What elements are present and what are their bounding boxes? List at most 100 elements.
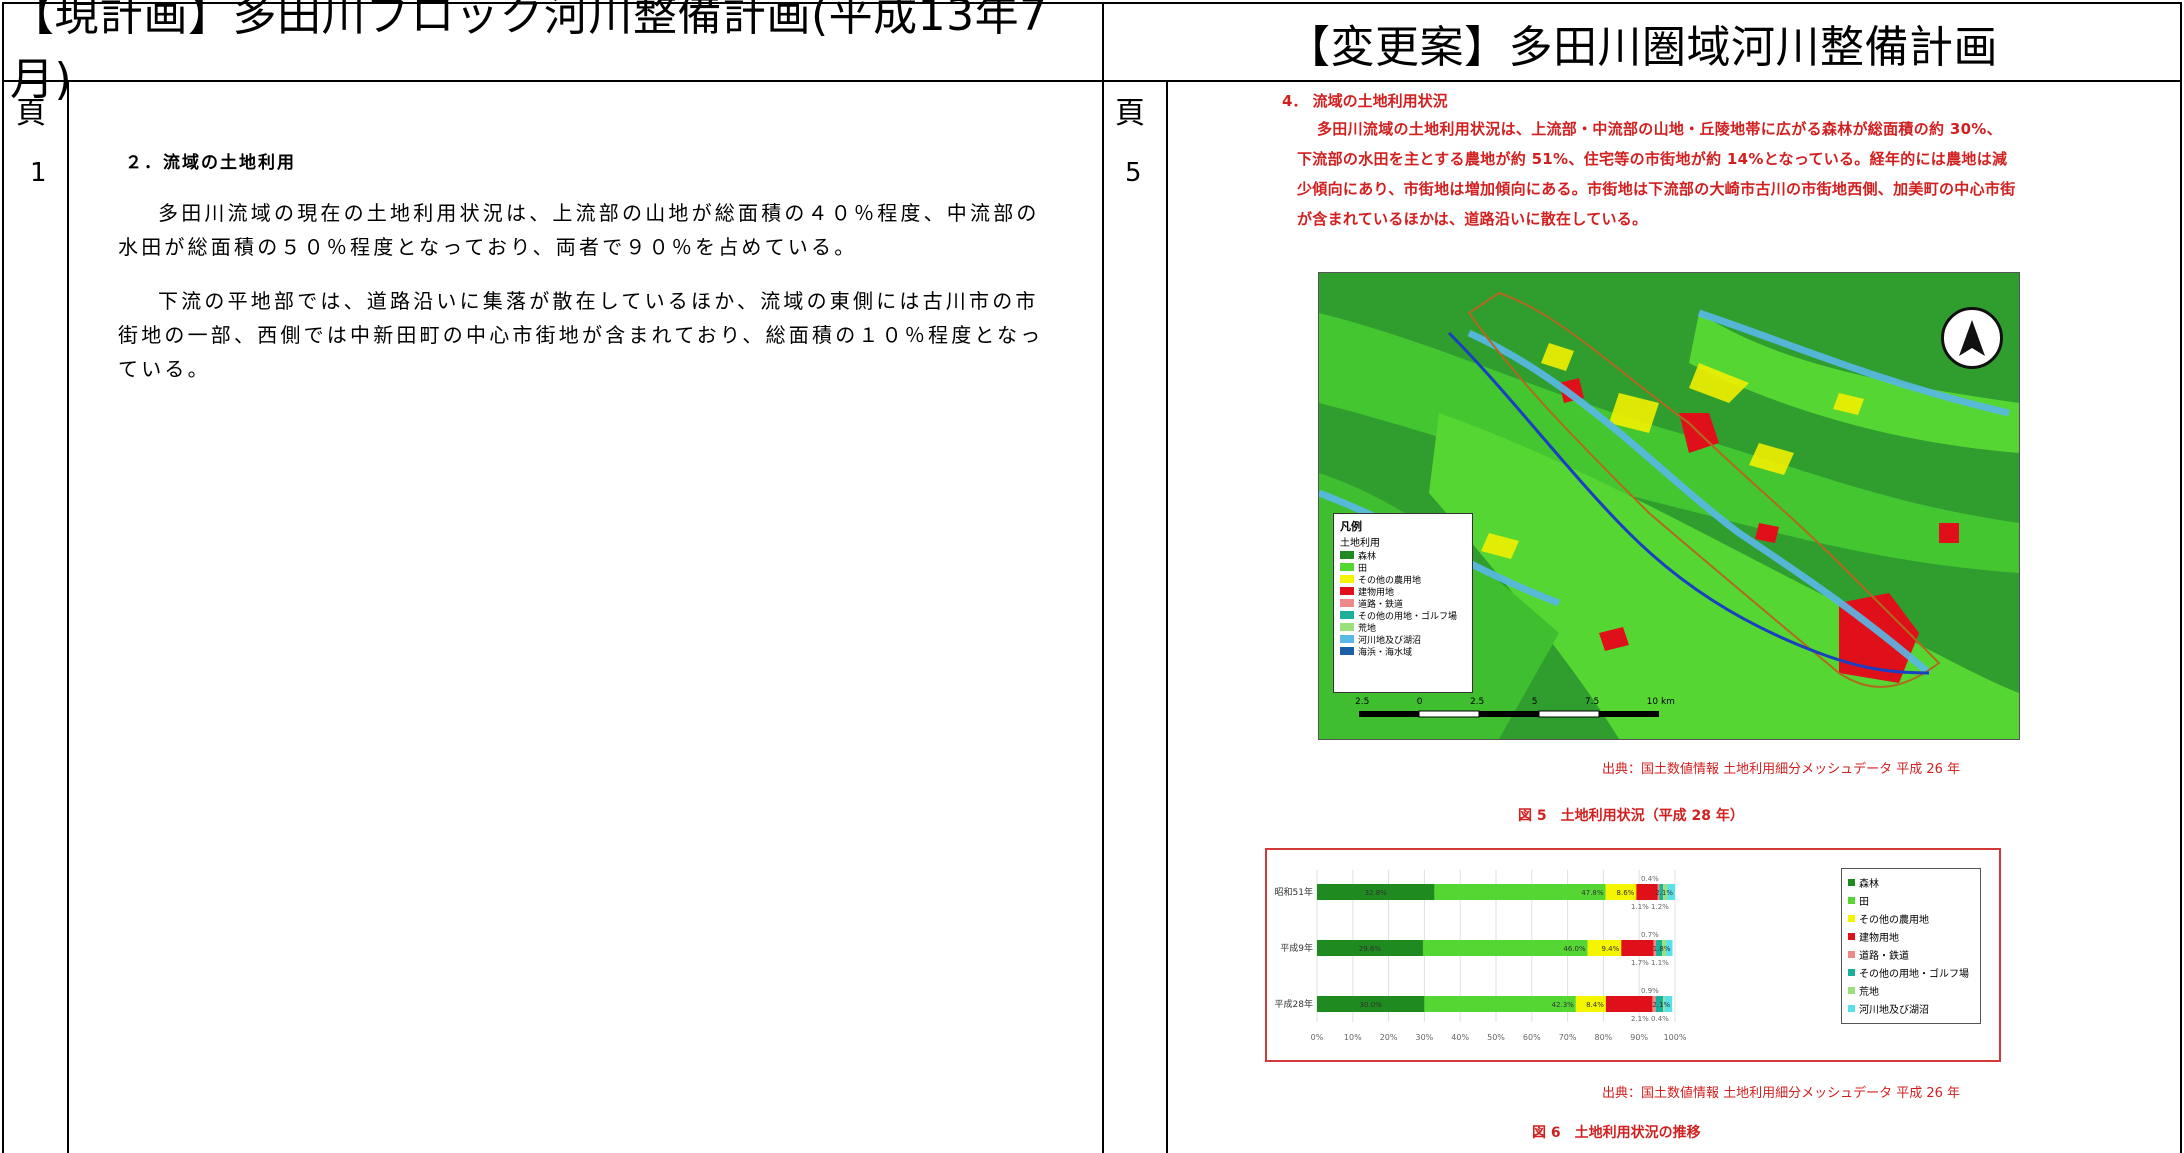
data-label: 32.8% — [1365, 889, 1388, 897]
legend-swatch — [1340, 551, 1354, 559]
map-legend-title: 凡例 — [1340, 520, 1362, 533]
scale-label: 2.5 — [1355, 697, 1370, 707]
chart-legend-item: 河川地及び湖沼 — [1848, 999, 1974, 1017]
legend-swatch — [1340, 575, 1354, 583]
chart-legend-swatch — [1848, 950, 1855, 958]
bar-segment — [1575, 996, 1606, 1012]
bar-segment — [1434, 884, 1606, 900]
data-label: 2.1% — [1652, 1001, 1670, 1009]
chart-legend-label: 道路・鉄道 — [1859, 950, 1909, 962]
data-label: 46.0% — [1563, 945, 1586, 953]
x-tick-label: 30% — [1416, 1033, 1434, 1042]
legend-swatch — [1340, 599, 1354, 607]
legend-label: 荒地 — [1358, 623, 1377, 634]
fig5-source: 出典：国土数値情報 土地利用細分メッシュデータ 平成 26 年 — [1602, 762, 1961, 777]
right-page-number: 5 — [1125, 158, 1142, 188]
legend-label: 道路・鉄道 — [1358, 599, 1404, 610]
legend-swatch — [1340, 563, 1354, 571]
legend-label: 海浜・海水域 — [1358, 647, 1413, 658]
data-label-below: 1.7% 1.1% — [1631, 959, 1669, 967]
legend-label: 田 — [1358, 563, 1368, 574]
x-tick-label: 0% — [1311, 1033, 1324, 1042]
chart-legend-swatch — [1848, 932, 1855, 940]
map-legend-item: その他の用地・ゴルフ場 — [1340, 609, 1466, 622]
legend-swatch — [1340, 623, 1354, 631]
bar-segment — [1621, 940, 1654, 956]
bar-segment — [1605, 884, 1637, 900]
bar-segment — [1657, 884, 1660, 900]
chart-legend-item: 田 — [1848, 891, 1974, 909]
data-label-above: 0.4% — [1641, 875, 1659, 883]
left-section-heading: ２．流域の土地利用 — [125, 153, 296, 173]
data-label: 8.6% — [1617, 889, 1635, 897]
bar-segment — [1663, 884, 1668, 900]
right-title: 【変更案】多田川圏域河川整備計画 — [1286, 22, 1998, 73]
map-legend-item: 森林 — [1340, 549, 1466, 562]
scale-labels: 2.5 0 2.5 5 7.5 10 km — [1355, 697, 1675, 707]
chart-legend-swatch — [1848, 986, 1855, 994]
chart-legend-swatch — [1848, 896, 1855, 904]
center-divider — [1102, 4, 1104, 1153]
bar-segment — [1666, 940, 1673, 956]
data-label: 8.4% — [1586, 1001, 1604, 1009]
category-label: 昭和51年 — [1275, 886, 1313, 898]
data-label: 29.6% — [1359, 945, 1382, 953]
bar-segment — [1587, 940, 1622, 956]
legend-swatch — [1340, 647, 1354, 655]
map-legend-item: 河川地及び湖沼 — [1340, 633, 1466, 646]
data-label: 9.4% — [1602, 945, 1620, 953]
north-arrow-icon — [1941, 307, 2003, 369]
x-tick-label: 50% — [1487, 1033, 1505, 1042]
data-label: 30.0% — [1360, 1001, 1383, 1009]
right-page-label: 頁 — [1115, 96, 1145, 131]
map-legend-item: 田 — [1340, 561, 1466, 574]
map-legend-item: その他の農用地 — [1340, 573, 1466, 586]
scale-label: 7.5 — [1584, 697, 1600, 707]
scale-bar — [1359, 710, 1659, 718]
x-tick-label: 10% — [1344, 1033, 1362, 1042]
left-paragraph-1: 多田川流域の現在の土地利用状況は、上流部の山地が総面積の４０％程度、中流部の水田… — [118, 201, 1040, 259]
x-tick-label: 100% — [1664, 1033, 1687, 1042]
x-tick-label: 80% — [1595, 1033, 1613, 1042]
map-legend-item: 荒地 — [1340, 621, 1466, 634]
data-label-above: 0.7% — [1641, 931, 1659, 939]
chart-legend-item: その他の農用地 — [1848, 909, 1974, 927]
legend-label: 河川地及び湖沼 — [1358, 635, 1422, 646]
bar-segment — [1662, 940, 1667, 956]
map-legend: 凡例 土地利用 森林田その他の農用地 建物用地 道路・鉄道 その他の用地・ゴルフ場 荒地… — [1333, 513, 1473, 693]
chart-legend: 森林田その他の農用地 建物用地 道路・鉄道 その他の用地・ゴルフ場 荒地 河川地及び湖沼 — [1841, 868, 1981, 1024]
chart-legend-label: 建物用地 — [1859, 932, 1899, 944]
bar-segment — [1667, 884, 1675, 900]
x-tick-label: 40% — [1451, 1033, 1469, 1042]
bar-segment — [1652, 996, 1656, 1012]
bar-segment — [1653, 940, 1657, 956]
legend-label: 建物用地 — [1358, 587, 1395, 598]
land-use-map: 凡例 土地利用 森林田その他の農用地 建物用地 道路・鉄道 その他の用地・ゴルフ場 荒地… — [1318, 272, 2020, 740]
bar-segment — [1636, 884, 1658, 900]
scale-label: 0 — [1416, 697, 1423, 707]
left-page-column-divider — [67, 80, 69, 1153]
legend-swatch — [1340, 611, 1354, 619]
category-label: 平成9年 — [1280, 942, 1313, 954]
right-page-column-divider — [1166, 80, 1168, 1153]
chart-legend-label: 荒地 — [1859, 986, 1879, 998]
chart-legend-item: 建物用地 — [1848, 927, 1974, 945]
data-label-above: 0.9% — [1641, 987, 1659, 995]
chart-legend-label: 河川地及び湖沼 — [1859, 1004, 1929, 1016]
bar-segment — [1317, 884, 1435, 900]
map-legend-item: 海浜・海水域 — [1340, 645, 1466, 658]
bar-segment — [1663, 996, 1665, 1012]
left-page-number: 1 — [30, 158, 47, 188]
chart-legend-item: 荒地 — [1848, 981, 1974, 999]
bar-segment — [1664, 996, 1673, 1012]
chart-legend-swatch — [1848, 914, 1855, 922]
fig5-caption: 図 5 土地利用状況（平成 28 年） — [1518, 808, 1744, 824]
x-tick-label: 90% — [1630, 1033, 1648, 1042]
right-section-heading: 4． 流域の土地利用状況 — [1282, 92, 1448, 110]
scale-label: 10 km — [1646, 697, 1675, 707]
data-label: 47.8% — [1581, 889, 1604, 897]
bar-segment — [1422, 940, 1588, 956]
x-tick-label: 20% — [1380, 1033, 1398, 1042]
bar-segment — [1656, 940, 1663, 956]
